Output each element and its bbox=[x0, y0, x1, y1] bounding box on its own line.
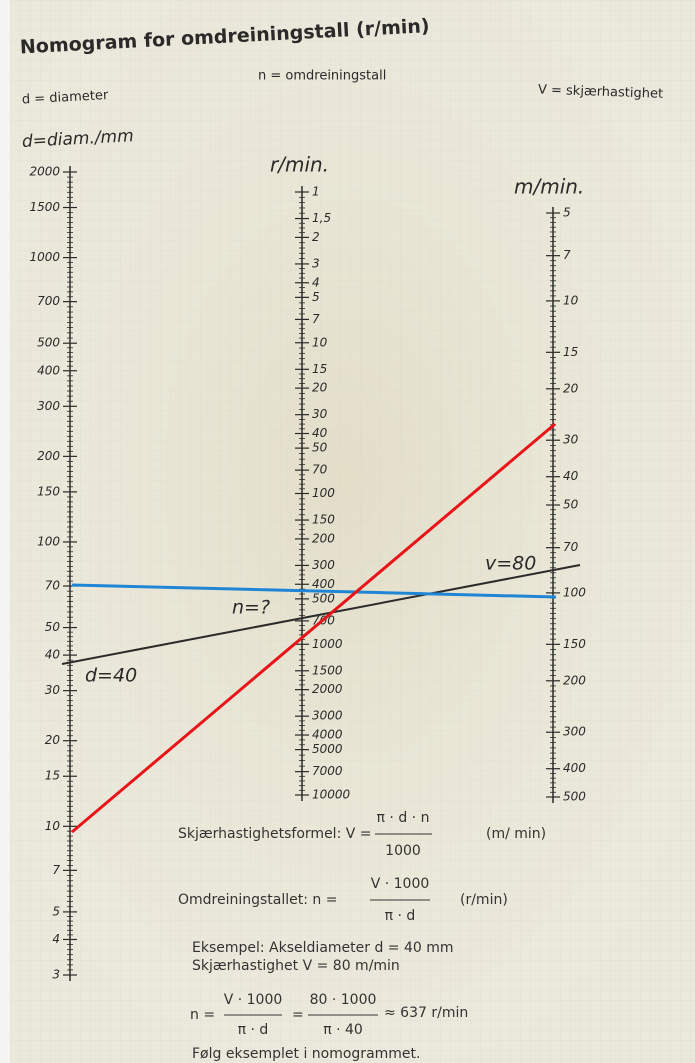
denominator: 1000 bbox=[385, 843, 421, 859]
scale-label: 1,5 bbox=[312, 211, 331, 225]
scale-label: 4 bbox=[312, 275, 320, 289]
numerator: 80 · 1000 bbox=[310, 992, 377, 1008]
scale-label: 50 bbox=[45, 620, 61, 634]
scale-label: 100 bbox=[563, 585, 586, 599]
scale-label: 150 bbox=[37, 484, 60, 498]
numerator: V · 1000 bbox=[224, 992, 283, 1008]
scale-label: 15 bbox=[45, 769, 60, 783]
formula-lead: n = bbox=[190, 1007, 215, 1023]
scale-label: 400 bbox=[563, 761, 586, 775]
unit: (m/ min) bbox=[486, 826, 546, 842]
scale-label: 7 bbox=[563, 248, 571, 262]
scale-label: 50 bbox=[563, 498, 579, 512]
scale-label: 20 bbox=[312, 381, 328, 395]
scale-label: 5000 bbox=[312, 742, 343, 756]
scale-label: 500 bbox=[37, 336, 60, 350]
scale-label: 1500 bbox=[312, 663, 343, 677]
scale-label: 3 bbox=[52, 968, 60, 982]
scale-label: 2 bbox=[312, 230, 320, 244]
scale-label: 5 bbox=[563, 206, 571, 220]
scale-label: 50 bbox=[312, 441, 328, 455]
edge bbox=[0, 0, 10, 1063]
scale-label: 70 bbox=[45, 579, 61, 593]
scale-label: 20 bbox=[563, 381, 579, 395]
denominator: π · d bbox=[238, 1022, 269, 1038]
scale-label: 10 bbox=[563, 293, 579, 307]
scale-label: 1 bbox=[312, 185, 320, 199]
scale-label: 40 bbox=[45, 648, 61, 662]
annotation: d=40 bbox=[85, 665, 137, 687]
scale-title: m/min. bbox=[514, 175, 584, 199]
unit: (r/min) bbox=[460, 892, 508, 908]
scale-label: 15 bbox=[563, 345, 578, 359]
scale-label: 200 bbox=[37, 449, 60, 463]
scale-label: 400 bbox=[312, 577, 335, 591]
result: ≈ 637 r/min bbox=[384, 1005, 468, 1021]
scale-label: 1000 bbox=[312, 637, 343, 651]
scale-label: 150 bbox=[563, 637, 586, 651]
scale-label: 4000 bbox=[312, 728, 343, 742]
scale-label: 30 bbox=[45, 683, 61, 697]
stain bbox=[0, 0, 695, 1063]
scale-label: 4 bbox=[52, 932, 60, 946]
example: Skjærhastighet V = 80 m/min bbox=[192, 958, 400, 974]
scale-label: 3000 bbox=[312, 709, 343, 723]
legend: n = omdreiningstall bbox=[258, 69, 386, 84]
scale-label: 15 bbox=[312, 362, 327, 376]
annotation: n=? bbox=[232, 597, 270, 619]
equals: = bbox=[292, 1007, 304, 1023]
scale-label: 10000 bbox=[312, 788, 351, 802]
scale-label: 70 bbox=[563, 540, 579, 554]
scale-label: 10 bbox=[312, 335, 328, 349]
scale-label: 70 bbox=[312, 463, 328, 477]
numerator: π · d · n bbox=[377, 810, 430, 826]
formula-lead: Skjærhastighetsformel: V = bbox=[178, 826, 372, 842]
scale-label: 500 bbox=[563, 790, 586, 804]
denominator: π · 40 bbox=[323, 1022, 363, 1038]
scale-label: 7000 bbox=[312, 764, 343, 778]
scale-label: 100 bbox=[312, 486, 335, 500]
numerator: V · 1000 bbox=[371, 876, 430, 892]
scale-label: 20 bbox=[45, 733, 61, 747]
scale-label: 30 bbox=[563, 433, 579, 447]
scale-label: 1500 bbox=[29, 200, 60, 214]
scale-label: 150 bbox=[312, 513, 335, 527]
scale-label: 400 bbox=[37, 363, 60, 377]
scale-label: 7 bbox=[312, 312, 320, 326]
scale-label: 1000 bbox=[29, 250, 60, 264]
scale-label: 200 bbox=[312, 531, 335, 545]
scale-label: 5 bbox=[312, 290, 320, 304]
scale-label: 100 bbox=[37, 534, 60, 548]
annotation: v=80 bbox=[485, 553, 536, 575]
scale-title: r/min. bbox=[270, 153, 329, 177]
scale-label: 700 bbox=[37, 294, 60, 308]
scale-label: 30 bbox=[312, 407, 328, 421]
scale-label: 40 bbox=[312, 426, 328, 440]
scale-label: 10 bbox=[45, 819, 61, 833]
example: Eksempel: Akseldiameter d = 40 mm bbox=[192, 940, 454, 956]
footer: Følg eksemplet i nomogrammet. bbox=[192, 1046, 420, 1062]
scale-label: 40 bbox=[563, 469, 579, 483]
scale-label: 3 bbox=[312, 256, 320, 270]
scale-label: 2000 bbox=[312, 682, 343, 696]
scale-label: 200 bbox=[563, 673, 586, 687]
scale-label: 300 bbox=[37, 399, 60, 413]
scale-label: 300 bbox=[563, 725, 586, 739]
page: Nomogram for omdreiningstall (r/min) d =… bbox=[0, 0, 695, 1063]
denominator: π · d bbox=[385, 908, 416, 924]
scale-label: 2000 bbox=[29, 165, 60, 179]
formula-lead: Omdreiningstallet: n = bbox=[178, 892, 337, 908]
scale-label: 300 bbox=[312, 558, 335, 572]
scale-label: 7 bbox=[52, 863, 60, 877]
scale-label: 500 bbox=[312, 591, 335, 605]
scale-label: 5 bbox=[52, 904, 60, 918]
